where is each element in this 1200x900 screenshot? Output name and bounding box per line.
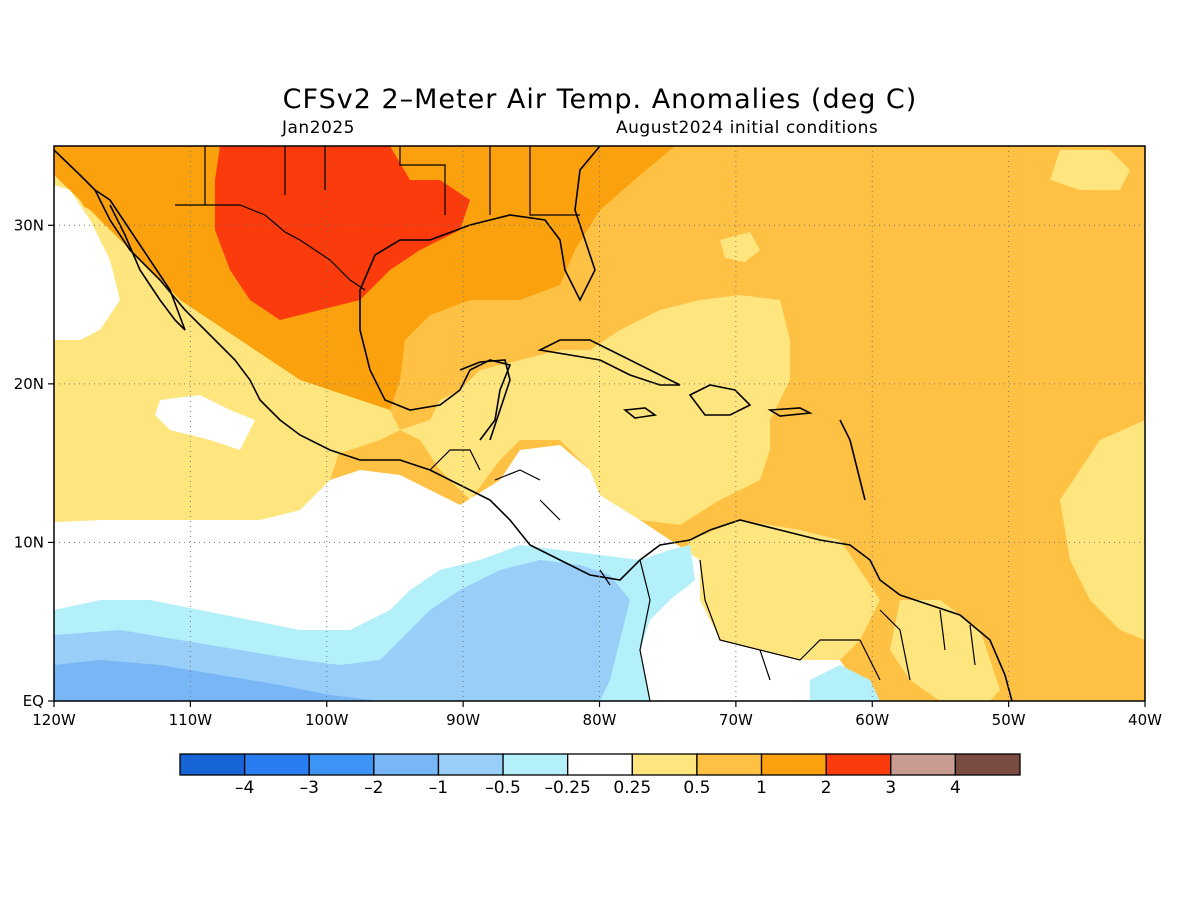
field-neg1-amazon bbox=[810, 665, 880, 701]
field-pos1-south-america bbox=[680, 520, 880, 660]
x-tick-label: 50W bbox=[992, 711, 1026, 729]
lat-lon-grid bbox=[54, 146, 1145, 701]
field-neg2-east-pacific bbox=[495, 580, 580, 701]
y-tick-label: 20N bbox=[14, 375, 44, 393]
colorbar-label: 1 bbox=[756, 778, 767, 798]
coast-baja bbox=[94, 189, 186, 331]
x-tick-label: 90W bbox=[446, 711, 480, 729]
border-us-states bbox=[204, 146, 580, 216]
anomaly-field bbox=[54, 146, 1145, 701]
coastlines bbox=[54, 146, 1013, 701]
colorbar-swatch bbox=[179, 753, 246, 776]
colorbar-swatch bbox=[631, 753, 698, 776]
colorbar-swatch bbox=[696, 753, 763, 776]
border-south-america bbox=[639, 559, 976, 701]
colorbar: –4 –3 –2 –1 –0.5 –0.25 0.25 0.5 1 2 3 4 bbox=[179, 753, 1021, 798]
colorbar-swatch bbox=[760, 753, 827, 776]
coast-jamaica bbox=[622, 407, 658, 419]
coast-hispaniola bbox=[688, 384, 752, 416]
x-tick-label: 100W bbox=[305, 711, 349, 729]
colorbar-label: –2 bbox=[364, 778, 383, 798]
field-pos1-west bbox=[54, 190, 350, 522]
field-pos4-core bbox=[215, 146, 470, 320]
colorbar-swatch bbox=[373, 753, 440, 776]
field-pos3-north bbox=[54, 146, 675, 460]
colorbar-label: –3 bbox=[300, 778, 319, 798]
x-tick-label: 80W bbox=[583, 711, 617, 729]
colorbar-label: –1 bbox=[429, 778, 448, 798]
field-neg3 bbox=[54, 660, 380, 701]
colorbar-label: 0.25 bbox=[613, 778, 651, 798]
x-tick-label: 40W bbox=[1128, 711, 1162, 729]
colorbar-swatch bbox=[502, 753, 569, 776]
x-tick-label: 60W bbox=[855, 711, 889, 729]
colorbar-label: –0.5 bbox=[485, 778, 521, 798]
field-pos1-atlantic-ne bbox=[1050, 150, 1130, 190]
coast-puerto-rico bbox=[767, 407, 813, 417]
coast-cuba bbox=[537, 339, 681, 386]
y-tick-label: 10N bbox=[14, 533, 44, 551]
initial-conditions: August2024 initial conditions bbox=[616, 118, 879, 138]
colorbar-swatch bbox=[825, 753, 892, 776]
colorbar-label: 4 bbox=[950, 778, 961, 798]
colorbar-label: 3 bbox=[885, 778, 896, 798]
map-title: CFSv2 2–Meter Air Temp. Anomalies (deg C… bbox=[282, 84, 918, 115]
x-tick-label: 120W bbox=[32, 711, 76, 729]
field-neutral-pacific-patch bbox=[155, 395, 255, 450]
border-central-america bbox=[429, 449, 611, 586]
y-tick-label: EQ bbox=[23, 692, 44, 710]
axes: 120W 110W 100W 90W 80W 70W 60W 50W 40W EQ 10N 20N 30… bbox=[14, 216, 1162, 729]
field-pos1-pacific bbox=[54, 175, 790, 525]
coast-yucatan bbox=[459, 359, 511, 441]
colorbar-swatch bbox=[308, 753, 375, 776]
colorbar-swatch bbox=[954, 753, 1021, 776]
colorbar-swatch bbox=[437, 753, 504, 776]
colorbar-label: 2 bbox=[821, 778, 832, 798]
colorbar-label: –0.25 bbox=[545, 778, 591, 798]
coast-gulf bbox=[359, 146, 601, 441]
colorbar-swatch bbox=[567, 753, 633, 776]
field-neg2 bbox=[54, 560, 630, 701]
forecast-month: Jan2025 bbox=[282, 118, 355, 138]
country-borders bbox=[175, 146, 976, 701]
border-us-mexico bbox=[175, 204, 366, 291]
field-neutral-baja bbox=[54, 185, 120, 340]
x-tick-label: 70W bbox=[719, 711, 753, 729]
coast-antilles bbox=[839, 419, 866, 501]
coast-north-america bbox=[54, 149, 1013, 701]
x-tick-label: 110W bbox=[169, 711, 213, 729]
colorbar-swatch bbox=[890, 753, 957, 776]
colorbar-label: 0.5 bbox=[683, 778, 710, 798]
field-pos1-east bbox=[1060, 420, 1145, 640]
colorbar-swatch bbox=[243, 753, 310, 776]
colorbar-label: –4 bbox=[235, 778, 254, 798]
field-pos1-small bbox=[720, 232, 760, 262]
y-tick-label: 30N bbox=[14, 216, 44, 234]
